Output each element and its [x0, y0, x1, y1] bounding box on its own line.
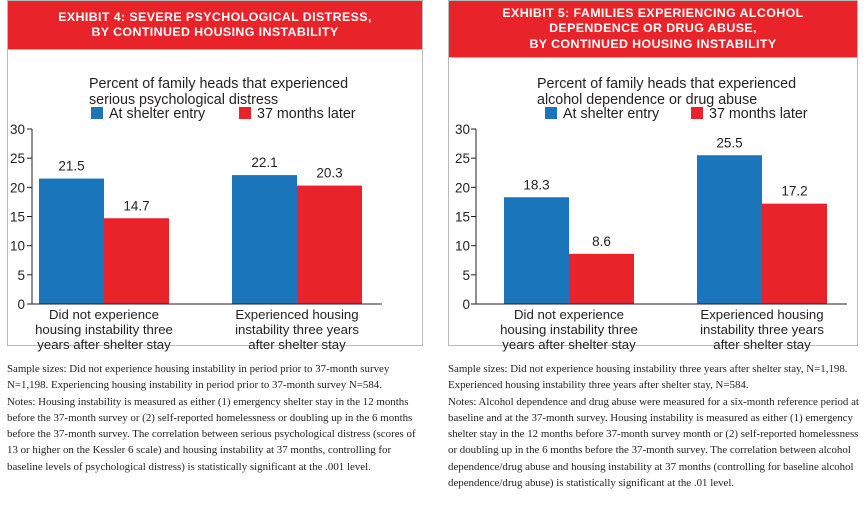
sample-sizes-note: Sample sizes: Did not experience housing…: [448, 363, 848, 392]
bar: [104, 218, 169, 304]
y-tick-label: 15: [10, 210, 25, 225]
exhibit-5-chart: Percent of family heads that experienced…: [455, 76, 847, 352]
legend-swatch: [239, 107, 251, 119]
category-label: years after shelter stay: [37, 337, 171, 352]
banner-title-line: EXHIBIT 4: SEVERE PSYCHOLOGICAL DISTRESS…: [58, 9, 372, 24]
bar-value-label: 25.5: [716, 135, 742, 150]
legend-label: 37 months later: [709, 106, 808, 122]
banner-title-line: DEPENDENCE OR DRUG ABUSE,: [549, 21, 757, 36]
exhibit-5-banner: EXHIBIT 5: FAMILIES EXPERIENCING ALCOHOL…: [448, 0, 858, 58]
y-tick-label: 10: [455, 239, 470, 254]
chart-subtitle: Percent of family heads that experienced: [537, 76, 796, 92]
y-tick-label: 0: [462, 297, 470, 312]
bar-value-label: 21.5: [58, 159, 84, 174]
bar: [297, 185, 362, 304]
category-label: housing instability three: [500, 322, 638, 337]
category-label: instability three years: [700, 322, 824, 337]
y-tick-label: 25: [455, 151, 470, 166]
exhibit-4-chart: Percent of family heads that experienced…: [10, 76, 382, 352]
bar: [569, 253, 634, 304]
exhibit-4-banner: EXHIBIT 4: SEVERE PSYCHOLOGICAL DISTRESS…: [7, 0, 423, 50]
y-tick-label: 20: [455, 180, 470, 195]
method-note: Notes: Alcohol dependence and drug abuse…: [448, 395, 859, 490]
category-label: housing instability three: [35, 322, 173, 337]
legend-label: 37 months later: [257, 106, 356, 122]
banner-title-line: EXHIBIT 5: FAMILIES EXPERIENCING ALCOHOL: [502, 5, 804, 20]
bar-value-label: 14.7: [123, 198, 149, 213]
banner-title-line: BY CONTINUED HOUSING INSTABILITY: [529, 36, 777, 51]
legend-label: At shelter entry: [563, 106, 660, 122]
y-tick-label: 30: [455, 122, 470, 137]
legend-label: At shelter entry: [109, 106, 206, 122]
y-tick-label: 15: [455, 210, 470, 225]
bar: [39, 178, 104, 304]
category-label: Did not experience: [514, 307, 624, 322]
bar-value-label: 18.3: [523, 177, 549, 192]
banner-title-line: BY CONTINUED HOUSING INSTABILITY: [91, 25, 339, 39]
legend-swatch: [91, 107, 103, 119]
bar-value-label: 17.2: [781, 184, 807, 199]
y-tick-label: 30: [10, 122, 25, 137]
bar: [232, 175, 297, 304]
category-label: years after shelter stay: [502, 337, 636, 352]
y-tick-label: 5: [462, 268, 470, 283]
exhibit-4-notes: Sample sizes: Did not experience housing…: [7, 361, 423, 475]
category-label: Experienced housing: [235, 307, 358, 322]
legend-swatch: [691, 107, 703, 119]
category-label: Experienced housing: [700, 307, 823, 322]
bar: [762, 203, 827, 304]
y-tick-label: 10: [10, 239, 25, 254]
y-tick-label: 25: [10, 151, 25, 166]
chart-subtitle: Percent of family heads that experienced: [89, 76, 348, 92]
y-tick-label: 5: [17, 268, 25, 283]
legend-swatch: [545, 107, 557, 119]
y-tick-label: 0: [17, 297, 25, 312]
method-note: Notes: Housing instability is measured a…: [7, 395, 416, 473]
bar: [697, 155, 762, 304]
sample-sizes-note: Sample sizes: Did not experience housing…: [7, 363, 390, 392]
category-label: instability three years: [235, 322, 359, 337]
exhibit-5-notes: Sample sizes: Did not experience housing…: [448, 361, 860, 491]
category-label: after shelter stay: [713, 337, 811, 352]
bar-value-label: 22.1: [251, 155, 277, 170]
chart-subtitle: serious psychological distress: [89, 92, 278, 108]
bar-value-label: 8.6: [592, 234, 611, 249]
category-label: Did not experience: [49, 307, 159, 322]
bar-value-label: 20.3: [316, 166, 342, 181]
chart-subtitle: alcohol dependence or drug abuse: [537, 92, 757, 108]
category-label: after shelter stay: [248, 337, 346, 352]
bar: [504, 197, 569, 304]
y-tick-label: 20: [10, 180, 25, 195]
